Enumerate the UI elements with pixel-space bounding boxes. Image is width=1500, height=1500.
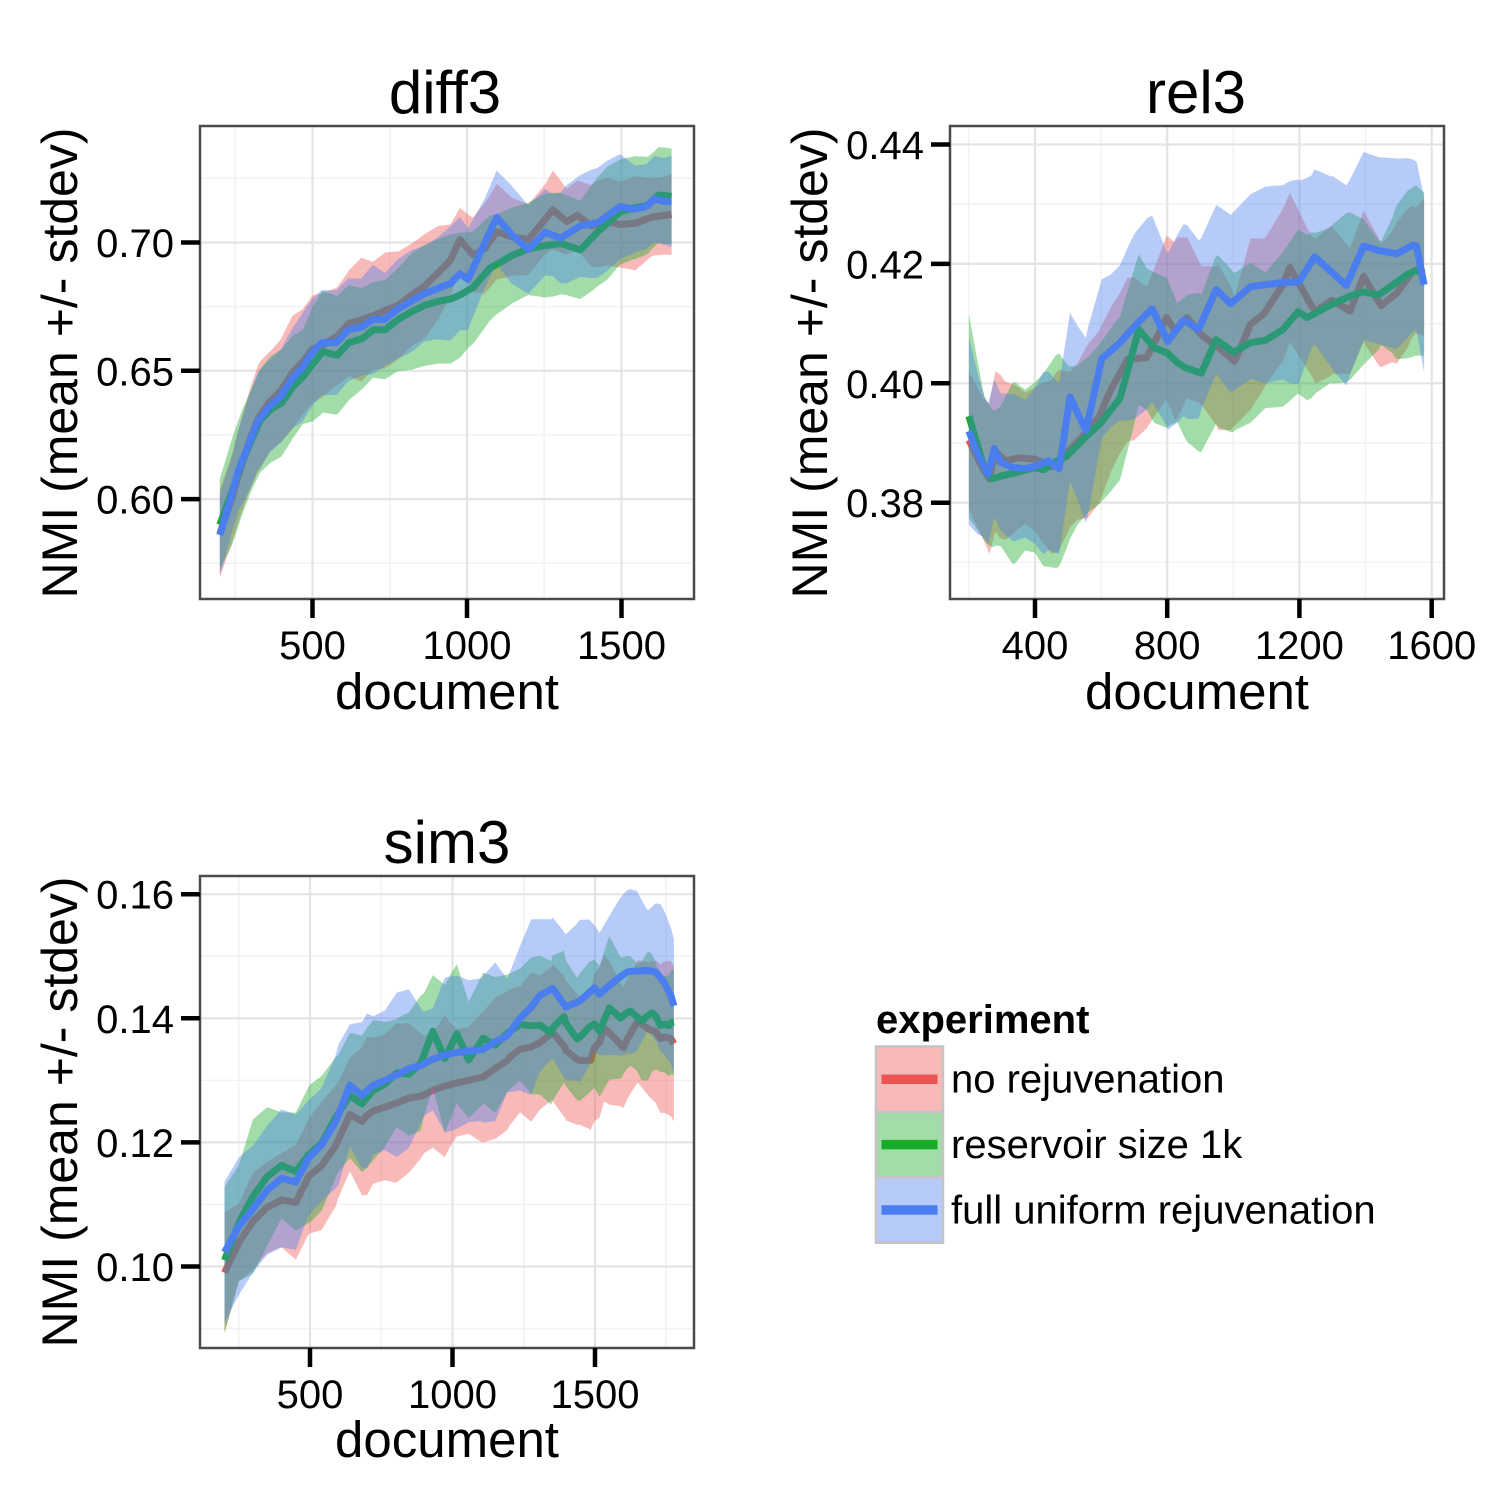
svg-text:document: document: [1085, 663, 1309, 720]
svg-text:no rejuvenation: no rejuvenation: [951, 1058, 1225, 1102]
svg-text:0.42: 0.42: [846, 243, 924, 287]
svg-text:NMI (mean +/- stdev): NMI (mean +/- stdev): [32, 128, 88, 599]
svg-text:0.65: 0.65: [96, 350, 174, 394]
svg-text:1500: 1500: [551, 1373, 640, 1417]
svg-text:1200: 1200: [1255, 624, 1344, 668]
svg-text:experiment: experiment: [876, 998, 1089, 1042]
svg-text:rel3: rel3: [1146, 59, 1246, 126]
svg-text:500: 500: [279, 624, 346, 668]
svg-text:1500: 1500: [577, 624, 666, 668]
svg-text:1000: 1000: [423, 624, 512, 668]
svg-text:0.12: 0.12: [96, 1122, 174, 1166]
svg-text:reservoir size 1k: reservoir size 1k: [951, 1123, 1243, 1167]
svg-text:500: 500: [277, 1373, 344, 1417]
svg-text:0.70: 0.70: [96, 222, 174, 266]
svg-text:NMI (mean +/- stdev): NMI (mean +/- stdev): [782, 128, 838, 599]
svg-text:0.40: 0.40: [846, 363, 924, 407]
svg-text:0.38: 0.38: [846, 482, 924, 526]
svg-text:800: 800: [1134, 624, 1201, 668]
svg-text:NMI (mean +/- stdev): NMI (mean +/- stdev): [32, 877, 88, 1348]
svg-text:1000: 1000: [408, 1373, 497, 1417]
svg-text:document: document: [335, 1411, 559, 1468]
svg-text:document: document: [335, 663, 559, 720]
svg-text:0.60: 0.60: [96, 479, 174, 523]
svg-text:1600: 1600: [1387, 624, 1476, 668]
svg-text:sim3: sim3: [384, 809, 511, 876]
svg-text:0.16: 0.16: [96, 874, 174, 918]
svg-text:0.14: 0.14: [96, 998, 174, 1042]
svg-text:0.44: 0.44: [846, 124, 924, 168]
svg-text:400: 400: [1002, 624, 1069, 668]
svg-text:diff3: diff3: [389, 59, 501, 126]
svg-text:full uniform rejuvenation: full uniform rejuvenation: [951, 1189, 1376, 1233]
svg-text:0.10: 0.10: [96, 1246, 174, 1290]
